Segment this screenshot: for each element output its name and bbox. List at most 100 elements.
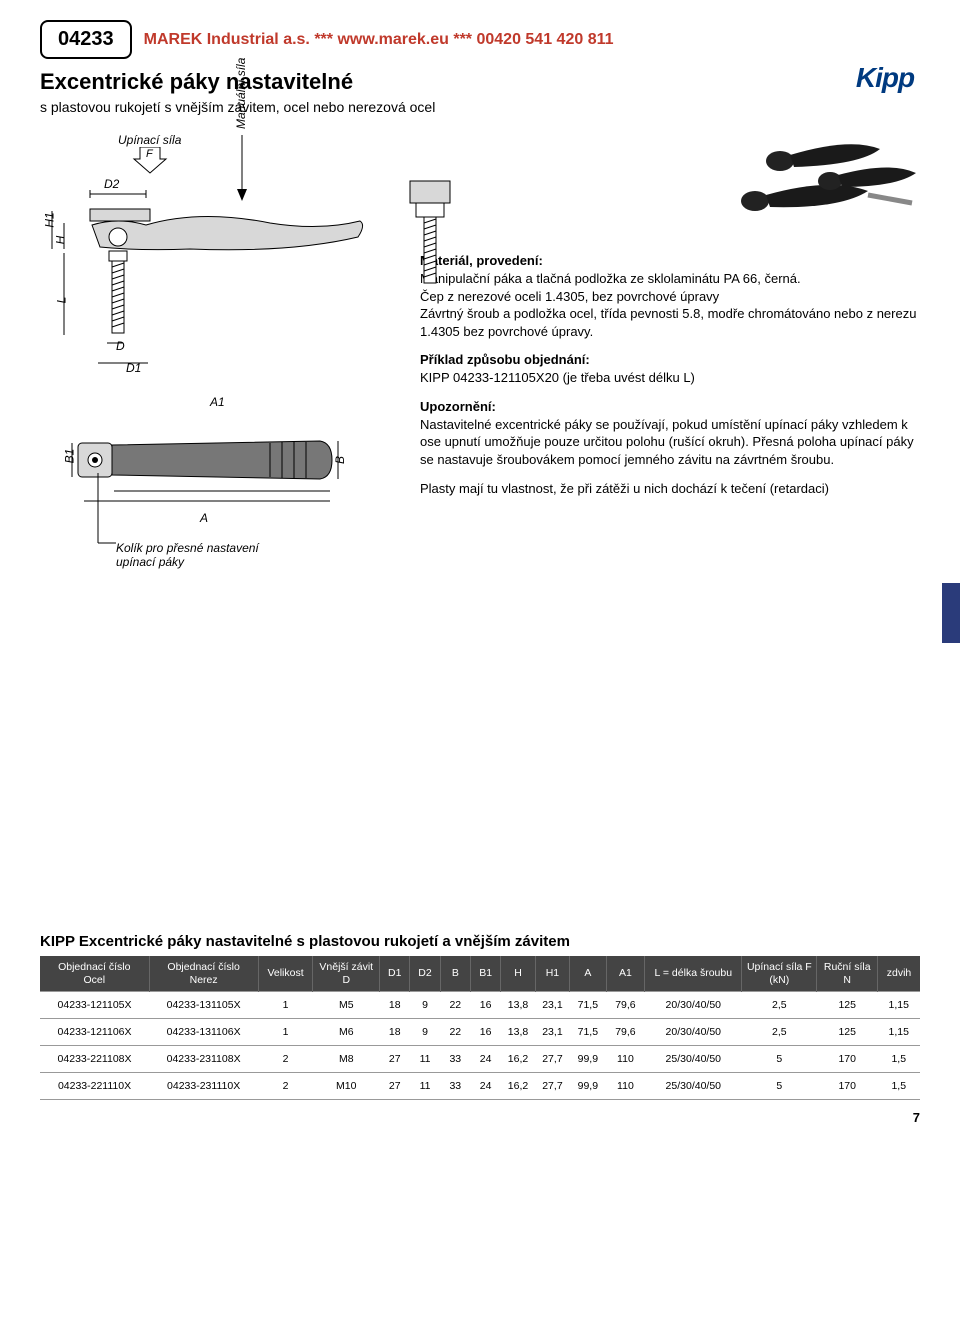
product-photo <box>720 123 920 233</box>
table-body: 04233-121105X04233-131105X1M5189221613,8… <box>40 992 920 1100</box>
table-cell: 04233-231108X <box>149 1046 258 1073</box>
table-cell: 1,15 <box>878 992 921 1019</box>
table-cell: 27,7 <box>535 1073 569 1100</box>
table-cell: 16 <box>470 992 500 1019</box>
table-header-cell: B <box>440 956 470 992</box>
table-cell: 20/30/40/50 <box>645 1019 742 1046</box>
table-cell: 04233-221108X <box>40 1046 149 1073</box>
table-header-cell: D1 <box>380 956 410 992</box>
table-cell: 04233-121105X <box>40 992 149 1019</box>
table-cell: 04233-221110X <box>40 1073 149 1100</box>
thread-icon <box>112 261 124 333</box>
note-heading: Upozornění: <box>420 399 920 414</box>
table-cell: 125 <box>817 992 878 1019</box>
table-row: 04233-221108X04233-231108X2M82711332416,… <box>40 1046 920 1073</box>
table-cell: 04233-131105X <box>149 992 258 1019</box>
lever-side-view <box>70 203 370 353</box>
table-cell: 22 <box>440 1019 470 1046</box>
label-kolik: Kolík pro přesné nastavení upínací páky <box>116 541 259 570</box>
table-header-cell: Velikost <box>258 956 313 992</box>
table-cell: 125 <box>817 1019 878 1046</box>
table-cell: 18 <box>380 1019 410 1046</box>
table-header-cell: Objednací číslo Ocel <box>40 956 149 992</box>
label-B: B <box>333 456 347 464</box>
table-cell: 11 <box>410 1073 440 1100</box>
spec-table: Objednací číslo OcelObjednací číslo Nere… <box>40 956 920 1100</box>
table-cell: 99,9 <box>570 1073 606 1100</box>
table-cell: 04233-121106X <box>40 1019 149 1046</box>
table-cell: 71,5 <box>570 1019 606 1046</box>
page-subtitle: s plastovou rukojetí s vnějším závitem, … <box>40 99 920 115</box>
table-header-cell: B1 <box>470 956 500 992</box>
table-header-row: Objednací číslo OcelObjednací číslo Nere… <box>40 956 920 992</box>
table-cell: 27,7 <box>535 1046 569 1073</box>
material-text: Manipulační páka a tlačná podložka ze sk… <box>420 270 920 340</box>
page-number: 7 <box>40 1110 920 1125</box>
table-cell: 11 <box>410 1046 440 1073</box>
table-cell: 23,1 <box>535 1019 569 1046</box>
label-A: A <box>200 511 208 525</box>
table-cell: 170 <box>817 1073 878 1100</box>
top-banner: MAREK Industrial a.s. *** www.marek.eu *… <box>144 31 614 49</box>
table-header-cell: zdvih <box>878 956 921 992</box>
table-cell: 25/30/40/50 <box>645 1073 742 1100</box>
side-tab <box>942 583 960 643</box>
label-manualni-sila: Manuální síla <box>234 58 248 129</box>
force-arrow-icon: F <box>130 147 170 175</box>
table-cell: 71,5 <box>570 992 606 1019</box>
table-header-cell: Vnější závit D <box>313 956 380 992</box>
table-cell: 16,2 <box>501 1046 535 1073</box>
page-title: Excentrické páky nastavitelné <box>40 69 920 95</box>
table-cell: 1 <box>258 992 313 1019</box>
example-heading: Příklad způsobu objednání: <box>420 352 920 367</box>
table-cell: 9 <box>410 1019 440 1046</box>
table-cell: 16,2 <box>501 1073 535 1100</box>
table-header-cell: H <box>501 956 535 992</box>
table-header-cell: L = délka šroubu <box>645 956 742 992</box>
pointer-line <box>90 473 120 549</box>
table-cell: 5 <box>742 1073 817 1100</box>
table-cell: M8 <box>313 1046 380 1073</box>
table-header-cell: A <box>570 956 606 992</box>
part-number-box: 04233 <box>40 20 132 59</box>
manual-arrow-icon <box>236 133 248 203</box>
side-dims <box>50 209 66 339</box>
note-text-2: Plasty mají tu vlastnost, že při zátěži … <box>420 480 920 498</box>
table-cell: 1,5 <box>878 1046 921 1073</box>
table-cell: 1 <box>258 1019 313 1046</box>
table-header-cell: Upínací síla F (kN) <box>742 956 817 992</box>
table-row: 04233-121106X04233-131106X1M6189221613,8… <box>40 1019 920 1046</box>
table-cell: 23,1 <box>535 992 569 1019</box>
technical-drawing: Upínací síla F D2 Manuální síla H1 H L <box>40 133 380 593</box>
table-cell: 04233-131106X <box>149 1019 258 1046</box>
table-header-cell: Objednací číslo Nerez <box>149 956 258 992</box>
table-header-cell: H1 <box>535 956 569 992</box>
table-cell: 04233-231110X <box>149 1073 258 1100</box>
table-cell: 24 <box>470 1073 500 1100</box>
dim-D2-line <box>88 189 148 199</box>
table-cell: 79,6 <box>606 1019 645 1046</box>
table-cell: 2 <box>258 1046 313 1073</box>
table-cell: 22 <box>440 992 470 1019</box>
table-cell: 33 <box>440 1073 470 1100</box>
table-title: KIPP Excentrické páky nastavitelné s pla… <box>40 933 920 950</box>
table-cell: 170 <box>817 1046 878 1073</box>
table-cell: M6 <box>313 1019 380 1046</box>
table-cell: 1,15 <box>878 1019 921 1046</box>
table-cell: 20/30/40/50 <box>645 992 742 1019</box>
table-cell: 5 <box>742 1046 817 1073</box>
table-cell: 9 <box>410 992 440 1019</box>
example-text: KIPP 04233-121105X20 (je třeba uvést dél… <box>420 369 920 387</box>
material-heading: Materiál, provedení: <box>420 253 920 268</box>
table-cell: 1,5 <box>878 1073 921 1100</box>
dim-D-D1 <box>90 337 160 367</box>
table-cell: 110 <box>606 1073 645 1100</box>
table-cell: 33 <box>440 1046 470 1073</box>
table-header-cell: Ruční síla N <box>817 956 878 992</box>
table-cell: 2 <box>258 1073 313 1100</box>
table-cell: 27 <box>380 1046 410 1073</box>
table-cell: M5 <box>313 992 380 1019</box>
table-cell: 24 <box>470 1046 500 1073</box>
label-upinaci-sila: Upínací síla <box>118 133 181 147</box>
table-cell: 13,8 <box>501 992 535 1019</box>
